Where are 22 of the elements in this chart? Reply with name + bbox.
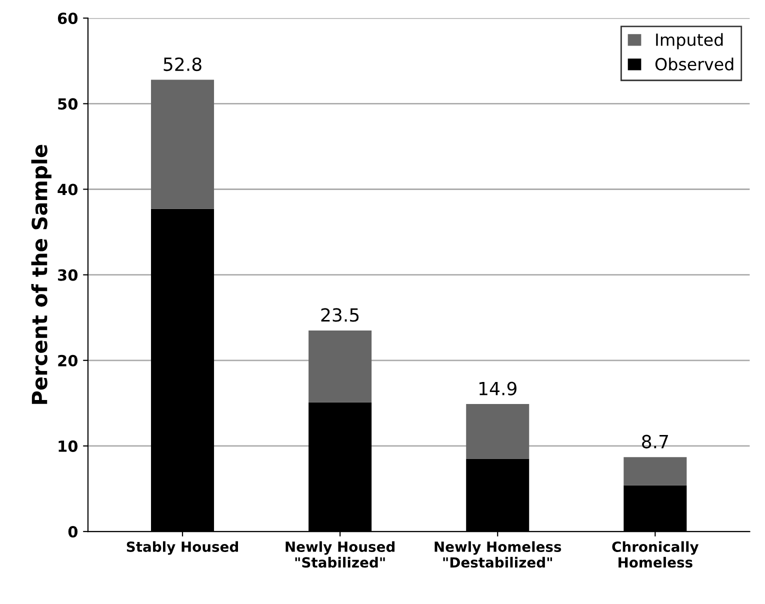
total-label: 23.5 — [321, 308, 359, 322]
bar — [150, 80, 214, 209]
total-label: 14.9 — [479, 382, 516, 396]
total-label: 8.7 — [642, 434, 668, 448]
y-tick-label: 60 — [58, 12, 78, 24]
legend-label: Observed — [655, 58, 734, 70]
legend-label: Imputed — [656, 33, 723, 50]
y-tick-label: 20 — [58, 354, 78, 366]
y-tick-label: 40 — [58, 184, 78, 196]
bar — [308, 330, 372, 402]
x-tick-label: Newly Housed "Stabilized" — [286, 541, 394, 568]
bar — [466, 404, 530, 459]
y-tick-label: 0 — [68, 526, 78, 538]
bar — [624, 457, 687, 486]
y-tick-label: 10 — [58, 440, 78, 452]
x-tick-label: Newly Homeless "Destabilized" — [434, 541, 562, 568]
x-tick-label: Chronically Homeless — [612, 541, 699, 568]
y-tick-label: 50 — [58, 98, 78, 110]
y-tick-label: 30 — [58, 269, 78, 281]
y-axis-title: Percent of the Sample — [31, 144, 52, 404]
x-tick-label: Stably Housed — [126, 541, 238, 555]
total-label: 52.8 — [164, 57, 202, 72]
